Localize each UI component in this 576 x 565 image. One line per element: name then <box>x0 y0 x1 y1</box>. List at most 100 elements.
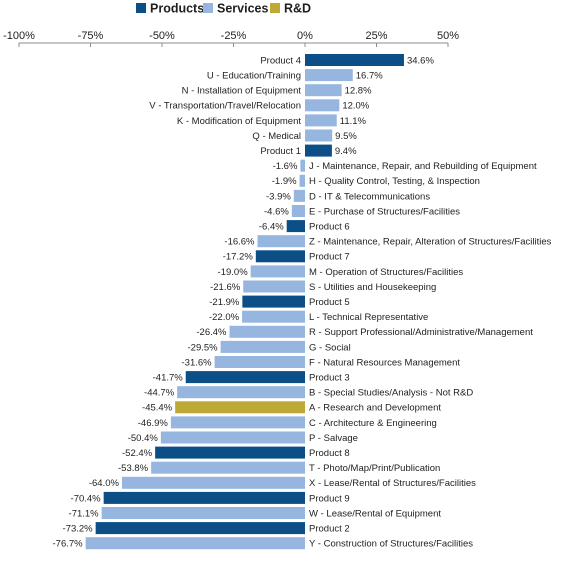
data-label: -76.7% <box>53 539 84 550</box>
category-label: P - Salvage <box>309 433 358 444</box>
bar <box>243 280 305 293</box>
bar <box>255 250 305 263</box>
bar <box>305 69 353 82</box>
data-label: -26.4% <box>196 327 227 338</box>
data-label: -1.9% <box>272 176 297 187</box>
data-label: 12.8% <box>345 86 372 97</box>
data-label: -6.4% <box>259 222 284 233</box>
x-tick-label: -100% <box>3 30 35 42</box>
bar <box>155 446 305 459</box>
data-label: -21.6% <box>210 282 241 293</box>
category-label: W - Lease/Rental of Equipment <box>309 508 441 519</box>
bar <box>305 99 340 112</box>
bar <box>305 114 337 127</box>
bar <box>250 265 305 278</box>
data-label: 34.6% <box>407 55 434 66</box>
legend-label: Services <box>217 2 268 16</box>
bar <box>299 174 305 187</box>
x-tick-label: 0% <box>297 30 313 42</box>
bar <box>101 507 306 519</box>
x-axis: -100% -75% -50% -25% 0% 25% 50% <box>3 30 459 47</box>
data-label: -16.6% <box>224 237 255 248</box>
category-label: Product 9 <box>309 493 350 504</box>
category-label: M - Operation of Structures/Facilities <box>309 267 463 278</box>
bar <box>305 129 333 142</box>
legend-swatch <box>203 3 213 13</box>
data-label: -50.4% <box>128 433 159 444</box>
bar <box>185 371 305 384</box>
bar <box>103 491 305 504</box>
data-label: -22.0% <box>209 312 240 323</box>
data-label: -46.9% <box>138 418 169 429</box>
data-label: 11.1% <box>340 116 367 127</box>
bar <box>151 461 305 474</box>
legend-label: R&D <box>284 2 311 16</box>
category-label: Product 4 <box>260 55 301 66</box>
data-label: -71.1% <box>69 508 100 519</box>
bar <box>170 416 305 429</box>
bar <box>242 310 305 323</box>
bars <box>85 54 404 550</box>
category-label: R - Support Professional/Administrative/… <box>309 327 533 338</box>
category-label: K - Modification of Equipment <box>177 116 301 127</box>
bar <box>229 325 305 338</box>
data-label: -3.9% <box>266 191 291 202</box>
data-label: -52.4% <box>122 448 153 459</box>
category-label: E - Purchase of Structures/Facilities <box>309 206 460 217</box>
legend-swatch <box>136 3 146 13</box>
data-label: -1.6% <box>273 161 298 172</box>
bar <box>257 235 305 248</box>
data-label: 12.0% <box>342 101 369 112</box>
category-label: Q - Medical <box>252 131 301 142</box>
category-label: D - IT & Telecommunications <box>309 191 430 202</box>
bar <box>286 220 305 233</box>
bar <box>293 189 305 202</box>
category-label: N - Installation of Equipment <box>182 86 302 97</box>
category-label: S - Utilities and Housekeeping <box>309 282 436 293</box>
legend-label: Products <box>150 2 204 16</box>
bar <box>242 295 305 308</box>
legend-swatch <box>270 3 280 13</box>
data-label: 9.5% <box>335 131 357 142</box>
bar <box>95 522 305 535</box>
category-label: Product 2 <box>309 524 350 535</box>
category-label: J - Maintenance, Repair, and Rebuilding … <box>309 161 537 172</box>
bar <box>121 476 306 489</box>
bar <box>305 144 332 157</box>
category-label: U - Education/Training <box>207 71 301 82</box>
data-label: -4.6% <box>264 206 289 217</box>
category-label: Product 8 <box>309 448 350 459</box>
data-label: 16.7% <box>356 71 383 82</box>
category-label: Product 7 <box>309 252 350 263</box>
legend: Products Services R&D <box>136 2 311 16</box>
bar <box>305 54 404 66</box>
category-label: L - Technical Representative <box>309 312 428 323</box>
category-label: Product 3 <box>309 373 350 384</box>
bar <box>160 431 305 444</box>
category-label: F - Natural Resources Management <box>309 357 460 368</box>
data-label: -45.4% <box>142 403 173 414</box>
category-label: B - Special Studies/Analysis - Not R&D <box>309 388 473 399</box>
category-label: V - Transportation/Travel/Relocation <box>149 101 301 112</box>
data-label: -17.2% <box>223 252 254 263</box>
data-label: -73.2% <box>63 524 94 535</box>
category-label: T - Photo/Map/Print/Publication <box>309 463 440 474</box>
category-label: H - Quality Control, Testing, & Inspecti… <box>309 176 480 187</box>
category-label: X - Lease/Rental of Structures/Facilitie… <box>309 478 476 489</box>
data-label: -64.0% <box>89 478 120 489</box>
data-label: -31.6% <box>182 357 213 368</box>
bar <box>214 356 305 368</box>
data-label: -44.7% <box>144 388 175 399</box>
data-label: -53.8% <box>118 463 149 474</box>
data-label: 9.4% <box>335 146 357 157</box>
category-label: Product 6 <box>309 222 350 233</box>
data-label: -21.9% <box>209 297 240 308</box>
x-tick-label: 25% <box>365 30 387 42</box>
bar <box>305 84 342 97</box>
labels: 34.6% Product 4 16.7% U - Education/Trainin… <box>53 55 552 549</box>
x-tick-label: -50% <box>149 30 175 42</box>
data-label: -29.5% <box>188 342 219 353</box>
x-tick-label: -25% <box>221 30 247 42</box>
